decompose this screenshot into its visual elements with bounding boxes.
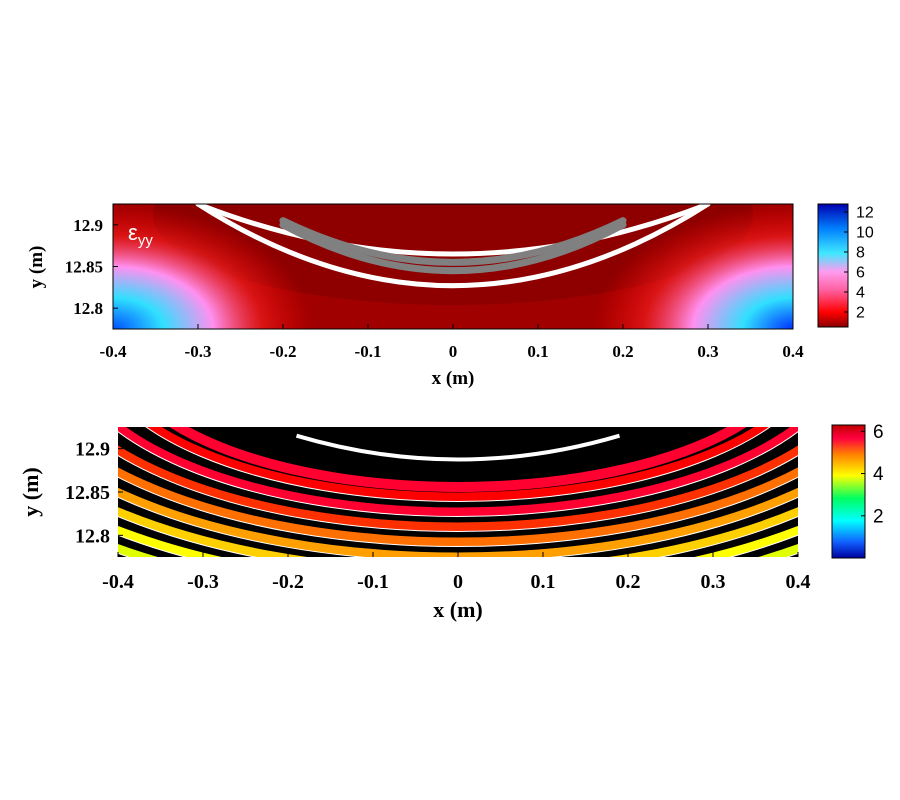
top-colorbar-gradient [817,203,849,328]
y-tick-label: 12.8 [75,525,110,547]
contour-gap [295,433,621,462]
top-colorbar-ticks: 2 4 6 8 10 12 [844,205,874,322]
x-tick-label: -0.2 [272,571,304,593]
x-tick-label: -0.3 [185,342,212,361]
bottom-y-axis-label: y (m) [18,467,43,516]
bottom-heatmap-panel: -0.4 -0.3 -0.2 -0.1 0 0.1 0.2 0.3 0.4 12.812.851… [18,422,884,622]
overlay-arc [279,221,627,275]
y-tick-label: 12.9 [73,216,103,235]
contour-core [169,427,747,492]
contour-separator [118,431,798,517]
bottom-colorbar-ticks: 2 4 6 [861,422,884,527]
contour-separator [145,427,771,502]
y-tick-label: 12.8 [73,299,103,318]
bottom-x-axis-label: x (m) [433,597,482,622]
top-y-ticks: 12.8 12.85 12.9 [65,216,118,318]
x-tick-label: 0.2 [612,342,633,361]
x-tick-label: 0 [453,571,463,593]
x-tick-label: 0 [449,342,458,361]
x-tick-label: -0.1 [357,571,389,593]
overlay-arc [195,204,711,289]
bottom-y-ticks: 12.8 12.85 12.9 [65,439,123,547]
strain-annotation: εyy [128,220,153,249]
x-tick-label: 0.4 [786,571,811,593]
contour-band [118,427,798,517]
colorbar-tick-label: 12 [856,205,874,222]
bottom-colorbar: 2 4 6 [831,422,884,559]
colorbar-tick-label: 4 [873,464,884,485]
contour-bands [118,427,798,557]
x-tick-label: -0.3 [187,571,219,593]
y-tick-label: 12.85 [65,257,103,276]
top-x-ticks: -0.4 -0.3 -0.2 -0.1 0 0.1 0.2 0.3 0.4 [100,324,804,361]
contour-band [118,445,798,532]
top-heatmap-panel: εyy -0.4 -0.3 -0.2 -0.1 0 0.1 0.2 0.3 0.4 12.812… [26,203,874,389]
x-tick-label: 0.1 [527,342,548,361]
top-x-axis-label: x (m) [432,368,475,389]
colorbar-tick-label: 4 [856,285,865,302]
x-tick-label: 0.3 [701,571,726,593]
colorbar-tick-label: 6 [873,422,884,443]
overlay-arcs [195,204,711,289]
overlay-arc [195,204,711,257]
overlay-arc [279,217,627,266]
contour-band [118,467,798,547]
colorbar-tick-label: 8 [856,245,865,262]
x-tick-label: 0.2 [616,571,641,593]
x-tick-label: 0.4 [782,342,804,361]
x-tick-label: 0.3 [697,342,718,361]
top-colorbar: 2 4 6 8 10 12 [817,203,874,328]
contour-separator [118,454,798,532]
colorbar-tick-label: 2 [873,506,884,527]
bottom-colorbar-gradient [831,424,866,559]
x-tick-label: 0.1 [531,571,556,593]
top-y-axis-label: y (m) [26,246,47,289]
contour-band [145,427,771,502]
contour-separator [118,476,798,547]
bottom-x-ticks: -0.4 -0.3 -0.2 -0.1 0 0.1 0.2 0.3 0.4 [102,552,811,593]
x-tick-label: -0.4 [100,342,127,361]
x-tick-label: -0.4 [102,571,134,593]
y-tick-label: 12.9 [75,439,110,461]
colorbar-tick-label: 6 [856,265,865,282]
colorbar-tick-label: 2 [856,305,865,322]
x-tick-label: -0.1 [355,342,382,361]
y-tick-label: 12.85 [65,482,110,504]
x-tick-label: -0.2 [270,342,297,361]
colorbar-tick-label: 10 [856,225,874,242]
